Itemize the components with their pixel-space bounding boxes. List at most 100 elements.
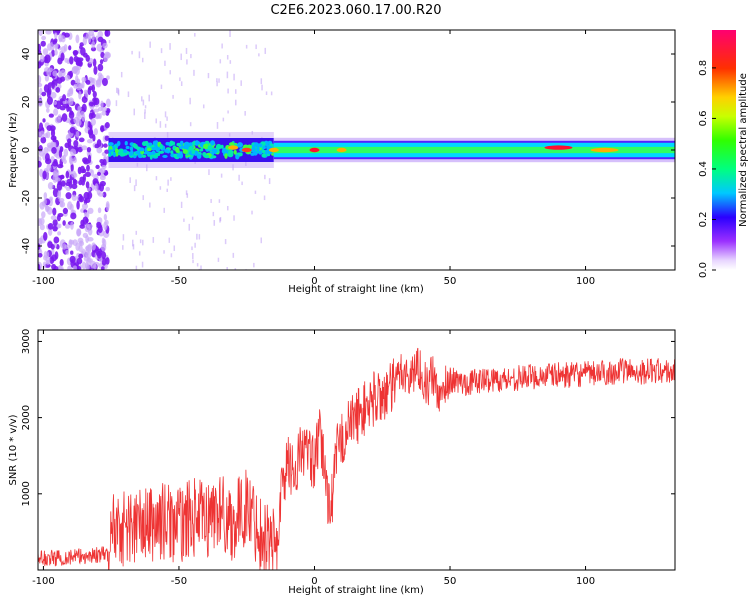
noise-cell — [52, 218, 58, 227]
noise-cell — [39, 224, 45, 231]
band-cell — [261, 149, 266, 154]
colorbar-tick-label: 0.2 — [698, 212, 709, 228]
noise-cell — [91, 77, 96, 84]
noise-cell — [50, 91, 57, 99]
noise-cell — [160, 48, 163, 54]
noise-cell — [208, 169, 210, 176]
noise-cell — [63, 103, 70, 109]
noise-cell — [44, 54, 51, 64]
noise-cell — [108, 39, 111, 44]
noise-cell — [96, 139, 102, 148]
noise-cell — [234, 268, 237, 270]
noise-cell — [218, 199, 221, 203]
noise-cell — [142, 195, 144, 201]
noise-cell — [216, 78, 218, 83]
band-cell — [108, 142, 114, 146]
noise-cell — [52, 160, 59, 167]
band-cell — [196, 153, 202, 159]
band-cell — [179, 145, 185, 149]
snr-x-axis: -100 -50 0 50 100 — [32, 330, 595, 587]
noise-cell — [73, 156, 77, 164]
noise-cell — [38, 82, 43, 88]
hotspot — [309, 147, 320, 153]
band-cell — [139, 147, 145, 152]
noise-cell — [71, 170, 77, 178]
noise-cell — [79, 224, 86, 229]
noise-cell — [38, 98, 43, 107]
noise-cell — [67, 141, 72, 148]
noise-cell — [44, 132, 49, 138]
band-cell — [146, 147, 152, 152]
noise-cell — [96, 221, 102, 227]
noise-cell — [47, 87, 52, 96]
noise-cell — [54, 32, 58, 39]
noise-cell — [101, 251, 107, 260]
noise-cell — [191, 216, 194, 220]
y-tick-label: 1000 — [21, 481, 32, 506]
hotspot — [228, 145, 239, 150]
noise-cell — [233, 73, 235, 81]
noise-cell — [44, 74, 50, 82]
noise-cell — [76, 228, 82, 237]
noise-cell — [39, 168, 44, 178]
noise-cell — [47, 222, 54, 230]
noise-cell — [50, 243, 55, 250]
noise-cell — [99, 180, 106, 187]
noise-cell — [185, 47, 188, 54]
noise-cell — [152, 237, 155, 243]
noise-cell — [84, 120, 89, 128]
noise-cell — [68, 45, 72, 51]
band-cell — [118, 148, 125, 154]
noise-cell — [38, 49, 42, 55]
noise-cell — [144, 109, 146, 114]
noise-cell — [75, 130, 80, 138]
noise-cell — [99, 59, 104, 65]
band-cell — [169, 140, 174, 147]
noise-cell — [224, 239, 227, 245]
noise-cell — [105, 98, 111, 108]
noise-cell — [83, 89, 88, 95]
hotspot — [590, 147, 619, 153]
noise-cell — [72, 179, 78, 185]
noise-cell — [78, 90, 82, 100]
noise-cell — [104, 30, 109, 37]
snr-y-label: SNR (10 * v/v) — [8, 414, 19, 485]
noise-cell — [106, 75, 110, 80]
noise-cell — [90, 260, 97, 269]
noise-cell — [81, 95, 88, 104]
band-cell — [178, 152, 184, 159]
noise-cell — [43, 198, 47, 206]
noise-cell — [91, 84, 96, 93]
band-cell — [116, 140, 121, 147]
noise-cell — [169, 70, 171, 75]
noise-cell — [88, 101, 94, 107]
noise-cell — [131, 239, 134, 247]
band-cell — [164, 148, 169, 153]
noise-cell — [60, 174, 65, 180]
noise-cell — [160, 84, 163, 89]
band-cell — [162, 154, 168, 158]
band-cell — [149, 154, 153, 160]
noise-cell — [219, 59, 222, 64]
noise-cell — [73, 140, 79, 148]
noise-cell — [155, 118, 157, 124]
noise-cell — [210, 198, 212, 203]
noise-cell — [172, 94, 174, 99]
noise-cell — [251, 210, 253, 215]
noise-cell — [238, 174, 240, 181]
noise-cell — [105, 257, 110, 265]
noise-cell — [98, 112, 102, 120]
noise-cell — [233, 215, 235, 221]
noise-cell — [169, 43, 171, 50]
noise-cell — [194, 32, 196, 37]
band-cell — [252, 150, 258, 156]
x-tick-label: -100 — [32, 276, 55, 287]
noise-cell — [66, 92, 71, 98]
noise-cell — [63, 32, 70, 38]
noise-cell — [57, 212, 64, 218]
noise-cell — [86, 164, 90, 172]
band-cell — [203, 143, 209, 150]
noise-cell — [69, 56, 74, 65]
band-cell — [148, 142, 153, 146]
noise-cell — [122, 245, 124, 250]
